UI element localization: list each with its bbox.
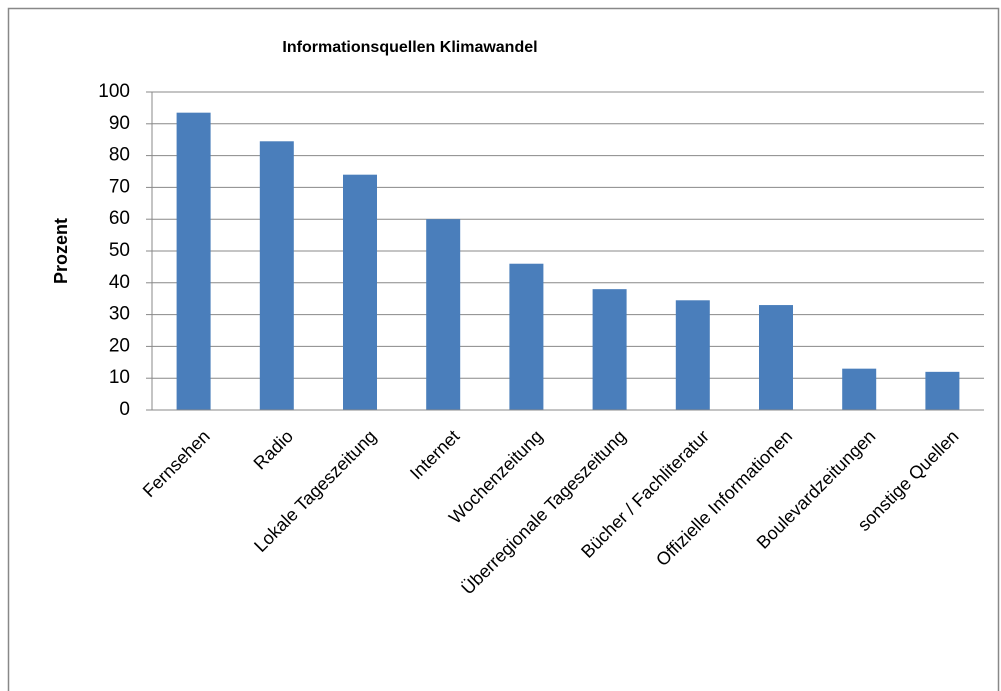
bar — [509, 263, 544, 410]
bar — [759, 305, 793, 410]
y-tick-label: 20 — [109, 335, 130, 356]
y-tick-label: 100 — [98, 81, 130, 102]
y-tick-label: 60 — [109, 208, 130, 229]
y-tick-label: 70 — [109, 176, 130, 197]
y-tick-label: 40 — [109, 272, 130, 293]
bar — [176, 112, 211, 411]
y-tick-label: 50 — [109, 240, 130, 261]
bar — [343, 174, 377, 410]
bar — [675, 300, 710, 410]
bar — [842, 368, 877, 410]
bar — [259, 141, 294, 411]
bar — [426, 219, 461, 410]
y-tick-label: 80 — [109, 145, 130, 166]
y-tick-label: 0 — [119, 399, 130, 420]
y-tick-label: 10 — [109, 367, 130, 388]
chart-title: Informationsquellen Klimawandel — [282, 39, 537, 56]
bar — [925, 371, 960, 410]
y-axis-label: Prozent — [51, 218, 71, 284]
chart-border — [7, 7, 1000, 691]
y-tick-label: 30 — [109, 304, 130, 325]
bar — [592, 289, 627, 410]
y-tick-label: 90 — [109, 113, 130, 134]
